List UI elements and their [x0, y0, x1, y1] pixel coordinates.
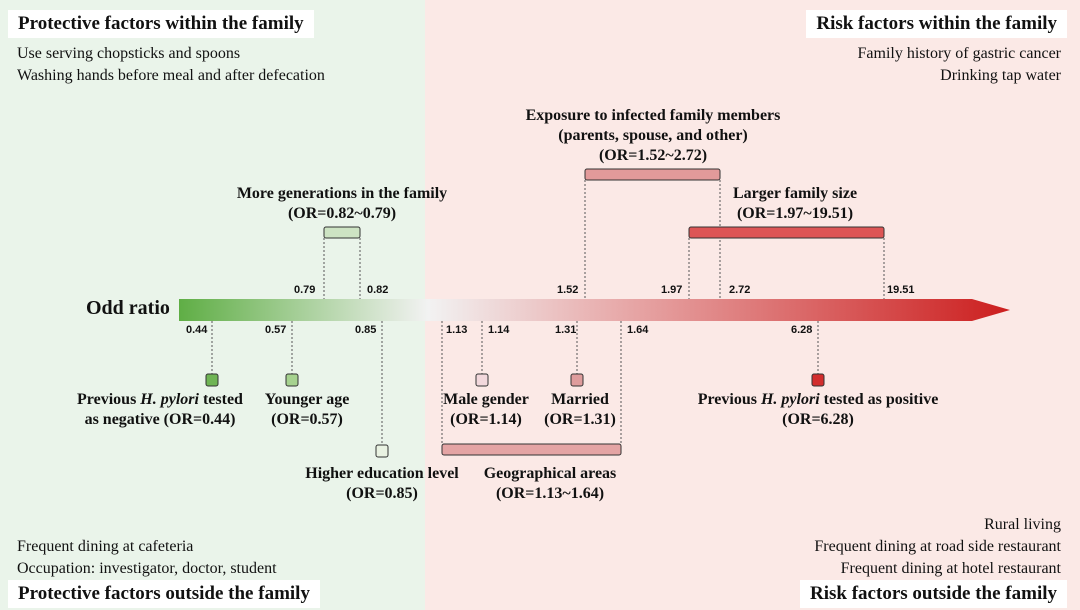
- tick-2-72: 2.72: [729, 284, 751, 296]
- label-more-generations: More generations in the family (OR=0.82~…: [236, 185, 448, 222]
- label-education: Higher education level (OR=0.85): [305, 465, 459, 502]
- title-protective-outside-family: Protective factors outside the family: [8, 580, 320, 608]
- tick-0-79: 0.79: [294, 284, 316, 296]
- label-married: Married (OR=1.31): [544, 391, 616, 428]
- risk-within-item-1: Family history of gastric cancer: [857, 45, 1062, 62]
- label-exposure-family: Exposure to infected family members (par…: [525, 107, 781, 164]
- bar-exposure-family: [584, 168, 721, 181]
- bar-more-generations: [323, 226, 361, 239]
- marker-male-gender: [475, 373, 489, 387]
- marker-hp-negative: [205, 373, 219, 387]
- label-hp-positive: Previous H. pylori tested as positive (O…: [697, 391, 939, 428]
- tick-0-85: 0.85: [355, 324, 377, 336]
- tick-1-52: 1.52: [557, 284, 579, 296]
- risk-outside-item-1: Rural living: [984, 516, 1061, 533]
- label-male-gender: Male gender (OR=1.14): [443, 391, 529, 428]
- axis-title: Odd ratio: [86, 297, 170, 319]
- tick-1-13: 1.13: [446, 324, 468, 336]
- tick-0-44: 0.44: [186, 324, 208, 336]
- protective-outside-item-1: Frequent dining at cafeteria: [17, 538, 194, 555]
- tick-19-51: 19.51: [887, 284, 915, 296]
- marker-hp-positive: [811, 373, 825, 387]
- protective-outside-item-2: Occupation: investigator, doctor, studen…: [17, 560, 277, 577]
- marker-education: [375, 444, 389, 458]
- title-protective-within-family: Protective factors within the family: [8, 10, 314, 38]
- bar-geographical-areas: [441, 443, 622, 456]
- tick-1-31: 1.31: [555, 324, 577, 336]
- tick-1-14: 1.14: [488, 324, 510, 336]
- protective-within-item-1: Use serving chopsticks and spoons: [17, 45, 241, 62]
- label-larger-family: Larger family size (OR=1.97~19.51): [732, 185, 858, 222]
- risk-outside-item-2: Frequent dining at road side restaurant: [814, 538, 1061, 555]
- tick-1-64: 1.64: [627, 324, 649, 336]
- risk-within-item-2: Drinking tap water: [940, 67, 1061, 84]
- risk-outside-item-3: Frequent dining at hotel restaurant: [840, 560, 1061, 577]
- label-younger-age: Younger age (OR=0.57): [264, 391, 350, 428]
- title-risk-within-family: Risk factors within the family: [806, 10, 1067, 38]
- tick-0-57: 0.57: [265, 324, 287, 336]
- marker-younger-age: [285, 373, 299, 387]
- tick-0-82: 0.82: [367, 284, 389, 296]
- tick-6-28: 6.28: [791, 324, 813, 336]
- title-risk-outside-family: Risk factors outside the family: [800, 580, 1067, 608]
- bar-larger-family: [688, 226, 885, 239]
- label-geographical-areas: Geographical areas (OR=1.13~1.64): [483, 465, 617, 502]
- label-hp-negative: Previous H. pylori tested as negative (O…: [77, 391, 243, 428]
- odds-ratio-arrow: [179, 299, 1010, 321]
- tick-1-97: 1.97: [661, 284, 683, 296]
- protective-within-item-2: Washing hands before meal and after defe…: [17, 67, 325, 84]
- marker-married: [570, 373, 584, 387]
